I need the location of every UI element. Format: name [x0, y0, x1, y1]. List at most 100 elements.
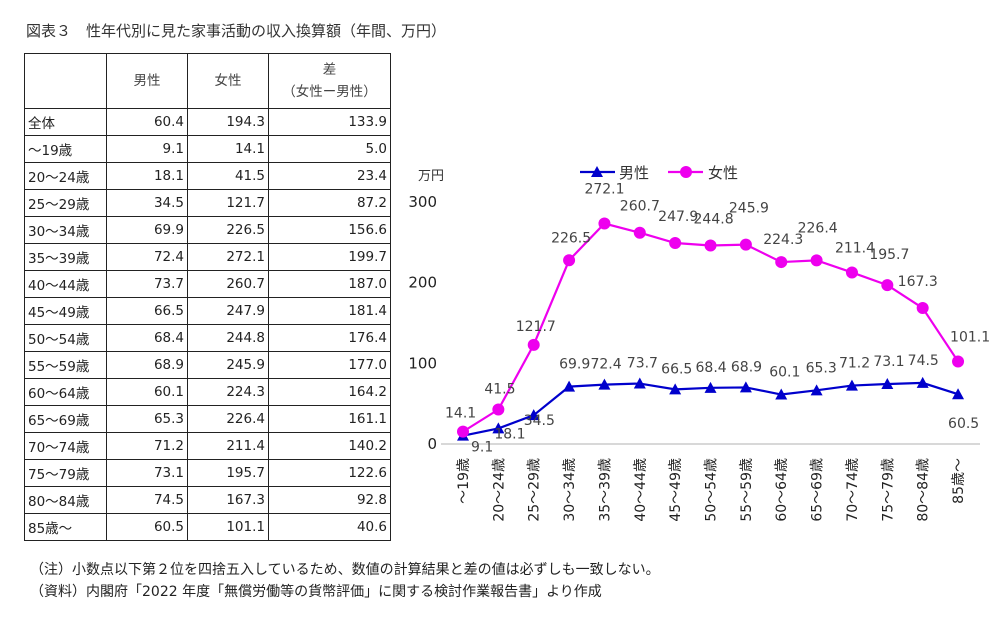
table-row: 全体 60.4 194.3 133.9 [24, 108, 391, 136]
data-label: 14.1 [445, 406, 476, 422]
diff-value: 133.9 [268, 108, 391, 136]
male-point [810, 384, 823, 396]
female-value: 260.7 [187, 270, 269, 298]
male-point [881, 378, 894, 390]
table-row: 45～49歳 66.5 247.9 181.4 [24, 297, 391, 325]
data-label: 247.9 [658, 209, 698, 225]
y-tick-label: 0 [427, 435, 437, 453]
female-value: 244.8 [187, 324, 269, 352]
header-diff: 差 （女性ー男性） [268, 53, 391, 109]
x-tick-label: 80～84歳 [916, 458, 932, 522]
female-value: 247.9 [187, 297, 269, 325]
y-axis-unit: 万円 [418, 169, 444, 184]
male-value: 69.9 [106, 216, 188, 244]
data-label: 68.9 [731, 359, 762, 375]
male-value: 18.1 [106, 162, 188, 190]
male-point [492, 422, 505, 434]
header-empty [24, 53, 107, 109]
female-point [527, 338, 540, 351]
female-value: 101.1 [187, 513, 269, 541]
data-label: 41.5 [484, 382, 515, 398]
female-point [598, 217, 611, 230]
male-point [704, 381, 717, 393]
legend-circle-icon [680, 166, 692, 178]
x-tick-label: 65～69歳 [810, 458, 826, 522]
table-row: 25～29歳 34.5 121.7 87.2 [24, 189, 391, 217]
male-value: 73.1 [106, 459, 188, 487]
female-point [810, 254, 823, 267]
data-label: 73.1 [873, 354, 904, 370]
data-label: 244.8 [694, 212, 734, 228]
row-label: 70～74歳 [24, 432, 107, 460]
data-label: 121.7 [516, 319, 556, 335]
table-row: 80～84歳 74.5 167.3 92.8 [24, 486, 391, 514]
female-point [633, 226, 646, 239]
female-point [563, 254, 576, 267]
table-row: 35～39歳 72.4 272.1 199.7 [24, 243, 391, 271]
female-value: 14.1 [187, 135, 269, 163]
male-point [916, 376, 929, 388]
female-value: 195.7 [187, 459, 269, 487]
diff-value: 164.2 [268, 378, 391, 406]
male-value: 9.1 [106, 135, 188, 163]
source: （資料）内閣府「2022 年度「無償労働等の貨幣評価」に関する検討作業報告書」よ… [30, 584, 602, 600]
legend-male-label: 男性 [619, 164, 649, 182]
table-row: 40～44歳 73.7 260.7 187.0 [24, 270, 391, 298]
diff-value: 87.2 [268, 189, 391, 217]
diff-value: 122.6 [268, 459, 391, 487]
data-label: 73.7 [627, 356, 658, 372]
x-tick-label: 40～44歳 [633, 458, 649, 522]
female-point [916, 302, 929, 315]
x-tick-label: 20～24歳 [491, 458, 507, 522]
female-point [739, 238, 752, 251]
data-label: 224.3 [763, 232, 803, 248]
x-tick-label: 70～74歳 [845, 458, 861, 522]
row-label: 25～29歳 [24, 189, 107, 217]
data-label: 9.1 [471, 440, 493, 456]
y-tick-label: 100 [408, 354, 437, 372]
x-tick-label: 85歳～ [951, 458, 967, 504]
x-tick-label: 25～29歳 [527, 458, 543, 522]
female-value: 211.4 [187, 432, 269, 460]
row-label: 80～84歳 [24, 486, 107, 514]
row-label: 65～69歳 [24, 405, 107, 433]
female-point [492, 403, 505, 416]
table-row: 85歳～ 60.5 101.1 40.6 [24, 513, 391, 541]
data-label: 66.5 [661, 361, 692, 377]
y-tick-label: 300 [408, 193, 437, 211]
male-point [669, 383, 682, 395]
female-point [775, 256, 788, 269]
data-label: 65.3 [806, 360, 837, 376]
male-point [952, 388, 965, 400]
male-point [598, 378, 611, 390]
male-point [527, 409, 540, 421]
header-diff-title: 差 [322, 62, 337, 78]
data-label: 69.9 [559, 357, 590, 373]
x-tick-label: 30～34歳 [562, 458, 578, 522]
female-value: 194.3 [187, 108, 269, 136]
data-label: 260.7 [620, 199, 660, 215]
legend-female-label: 女性 [708, 164, 738, 182]
row-label: 85歳～ [24, 513, 107, 541]
female-point [881, 279, 894, 292]
data-label: 74.5 [908, 353, 939, 369]
x-tick-label: ～19歳 [456, 458, 472, 504]
data-label: 226.4 [798, 220, 838, 236]
y-tick-label: 200 [408, 274, 437, 292]
female-point [457, 425, 469, 438]
row-label: 60～64歳 [24, 378, 107, 406]
data-label: 68.4 [696, 360, 727, 376]
diff-value: 161.1 [268, 405, 391, 433]
male-point [775, 388, 788, 400]
diff-value: 5.0 [268, 135, 391, 163]
data-label: 272.1 [584, 182, 624, 198]
male-point [845, 379, 858, 391]
male-value: 71.2 [106, 432, 188, 460]
male-value: 60.5 [106, 513, 188, 541]
data-label: 101.1 [950, 329, 990, 345]
female-point [845, 266, 858, 279]
data-label: 211.4 [835, 240, 875, 256]
data-label: 60.1 [769, 365, 800, 381]
note: （注）小数点以下第２位を四捨五入しているため、数値の計算結果と差の値は必ずしも一… [30, 562, 660, 578]
